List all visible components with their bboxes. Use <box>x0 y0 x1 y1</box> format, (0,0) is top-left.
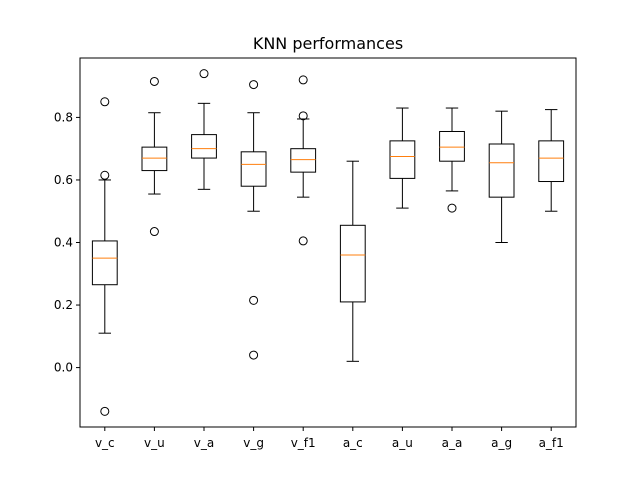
iqr-box <box>290 148 317 173</box>
outlier-point <box>249 350 259 360</box>
x-axis: v_c v_u v_a v_g v_f1 a_c a_u a_a a_g a_f1 <box>95 427 564 450</box>
y-tick-label: 0.8 <box>54 110 73 124</box>
x-tick-label: a_c <box>343 436 363 450</box>
iqr-box <box>439 130 465 162</box>
y-tick-label: 0.6 <box>54 173 73 187</box>
x-tick-label: v_g <box>243 436 264 450</box>
x-tick-label: v_f1 <box>291 436 316 450</box>
y-tick-label: 0.4 <box>54 236 73 250</box>
outlier-point <box>298 111 308 121</box>
iqr-box <box>91 240 118 286</box>
outlier-point <box>249 80 259 90</box>
box-a-c <box>339 160 366 362</box>
x-tick-label: v_a <box>194 436 214 450</box>
y-tick-label: 0.2 <box>54 298 73 312</box>
outlier-point <box>298 75 308 85</box>
x-tick-label: a_a <box>442 436 463 450</box>
outlier-point <box>447 203 457 213</box>
iqr-box <box>339 224 366 303</box>
iqr-box <box>240 151 267 187</box>
iqr-box <box>389 140 416 179</box>
outlier-point <box>199 69 209 79</box>
iqr-box <box>538 140 565 183</box>
outlier-point <box>100 170 110 180</box>
box-v-g <box>240 80 267 360</box>
y-axis: 0.0 0.2 0.4 0.6 0.8 <box>54 110 80 375</box>
box-plot-series <box>91 69 565 416</box>
box-v-c <box>91 97 118 416</box>
box-a-a <box>439 107 465 213</box>
box-a-u <box>389 107 416 209</box>
x-tick-label: a_u <box>392 436 413 450</box>
box-v-u <box>141 76 168 237</box>
outlier-point <box>100 97 110 107</box>
box-v-f1 <box>290 75 317 246</box>
chart-title: KNN performances <box>253 34 403 53</box>
x-tick-label: a_g <box>491 436 512 450</box>
outlier-point <box>149 76 159 86</box>
box-v-a <box>191 69 217 190</box>
outlier-point <box>149 227 159 237</box>
box-a-g <box>488 110 515 243</box>
iqr-box <box>488 143 515 198</box>
y-tick-label: 0.0 <box>54 361 73 375</box>
outlier-point <box>298 236 308 246</box>
outlier-point <box>100 406 110 416</box>
x-tick-label: a_f1 <box>539 436 564 450</box>
iqr-box <box>141 146 168 172</box>
iqr-box <box>191 134 217 159</box>
box-a-f1 <box>538 109 565 212</box>
x-tick-label: v_u <box>144 436 165 450</box>
outlier-point <box>249 295 259 305</box>
x-tick-label: v_c <box>95 436 115 450</box>
